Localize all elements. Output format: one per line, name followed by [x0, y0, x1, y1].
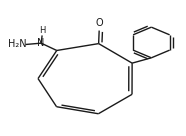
Text: N: N: [38, 38, 45, 48]
Text: H: H: [39, 26, 46, 35]
Text: H₂N: H₂N: [7, 39, 26, 49]
Text: O: O: [96, 18, 103, 28]
